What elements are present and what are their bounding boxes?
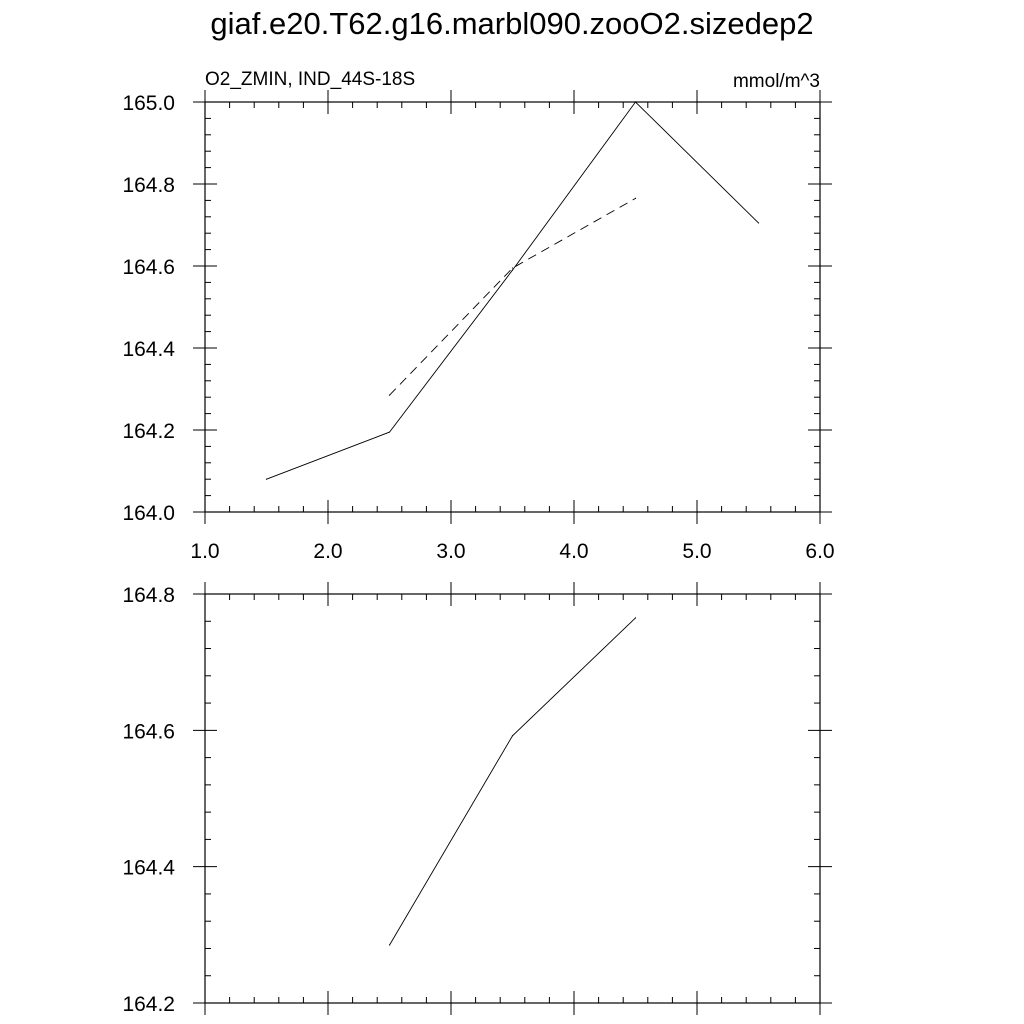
x-tick-label: 4.0 (559, 540, 588, 563)
chart-title: giaf.e20.T62.g16.marbl090.zooO2.sizedep2 (210, 6, 814, 41)
subtitle-right: mmol/m^3 (733, 71, 820, 92)
data-point (265, 478, 268, 480)
y-tick-label: 164.2 (122, 420, 175, 443)
data-point (388, 944, 391, 946)
y-tick-label: 164.6 (122, 256, 175, 279)
y-tick-label: 164.8 (122, 174, 175, 197)
data-point (388, 431, 391, 433)
y-tick-label: 164.8 (122, 584, 175, 607)
data-point (757, 222, 760, 224)
x-tick-label: 5.0 (682, 540, 711, 563)
data-point (634, 101, 637, 103)
data-point (511, 735, 514, 737)
data-point (511, 267, 514, 269)
data-point (634, 617, 637, 619)
data-point (511, 269, 514, 271)
series-line-1 (266, 101, 759, 480)
y-tick-label: 164.4 (122, 857, 175, 880)
y-tick-label: 164.4 (122, 338, 175, 361)
x-tick-label: 2.0 (313, 540, 342, 563)
series-line-1 (389, 617, 636, 946)
plot-panel-1: 1.0 2.0 3.0 4.0 5.0 6.0 164.0 164.2 164.4 164.6 16… (122, 69, 834, 563)
y-tick-label: 164.0 (122, 502, 175, 525)
y-tick-label: 164.2 (122, 993, 175, 1016)
data-point (634, 197, 637, 199)
x-tick-label: 6.0 (805, 540, 834, 563)
subtitle-left: O2_ZMIN, IND_44S-18S (205, 69, 415, 90)
x-tick-label: 1.0 (190, 540, 219, 563)
plot-frame (204, 593, 821, 1004)
series-line-2 (389, 198, 636, 396)
plot-frame (204, 101, 821, 513)
y-tick-label: 164.6 (122, 720, 175, 743)
y-tick-label: 165.0 (122, 92, 175, 115)
x-tick-label: 3.0 (436, 540, 465, 563)
plot-panel-2: 164.2 164.4 164.6 164.8 (122, 582, 832, 1016)
data-point (388, 394, 391, 396)
